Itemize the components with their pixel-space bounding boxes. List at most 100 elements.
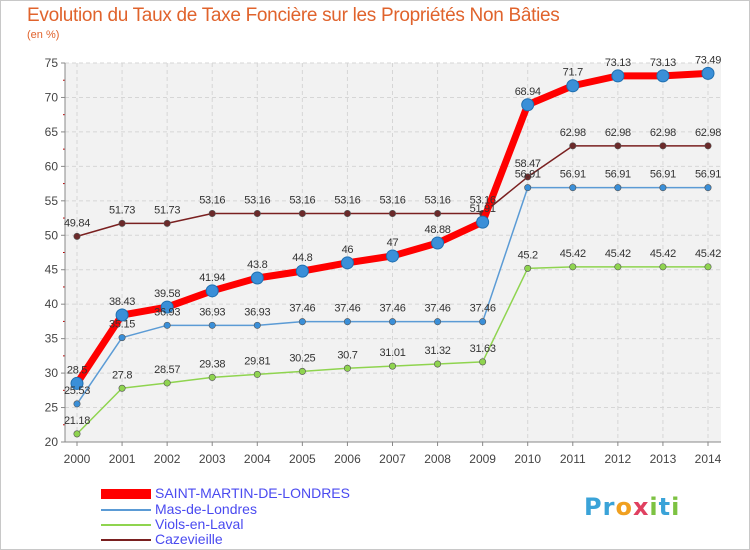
data-point [73, 430, 81, 438]
data-point [250, 271, 264, 285]
data-point [388, 362, 396, 370]
data-point [163, 321, 171, 329]
data-label: 29.38 [199, 358, 225, 370]
data-point [208, 209, 216, 217]
data-label: 44.8 [292, 252, 312, 264]
x-tick-label: 2014 [695, 452, 722, 466]
proxiti-logo: Proxiti [584, 493, 681, 521]
y-tick-label: 50 [45, 228, 59, 242]
y-tick-label: 60 [45, 159, 59, 173]
data-label: 62.98 [695, 127, 721, 139]
y-tick-label: 30 [45, 366, 59, 380]
data-point [343, 318, 351, 326]
x-tick-label: 2008 [424, 452, 451, 466]
legend-label: Viols-en-Laval [155, 516, 244, 532]
data-label: 31.63 [470, 343, 496, 355]
data-label: 21.18 [64, 415, 90, 427]
data-point [388, 318, 396, 326]
data-label: 53.16 [470, 194, 496, 206]
data-label: 38.43 [109, 296, 135, 308]
x-tick-label: 2006 [334, 452, 361, 466]
data-point [298, 318, 306, 326]
data-label: 53.16 [425, 194, 451, 206]
legend-item-mas-de-londres: Mas-de-Londres [101, 502, 257, 517]
data-label: 25.53 [64, 385, 90, 397]
data-label: 31.32 [425, 345, 451, 357]
data-label: 73.49 [695, 54, 721, 66]
data-label: 51.91 [470, 203, 496, 215]
legend-label: SAINT-MARTIN-DE-LONDRES [155, 485, 350, 501]
data-label: 49.84 [64, 217, 90, 229]
y-tick-label: 45 [45, 263, 59, 277]
data-point [569, 263, 577, 271]
data-point [431, 236, 445, 250]
data-point [73, 400, 81, 408]
y-tick-label: 40 [45, 297, 59, 311]
x-tick-label: 2007 [379, 452, 406, 466]
data-label: 45.42 [695, 248, 721, 260]
data-point [115, 308, 129, 322]
data-label: 43.8 [247, 259, 267, 271]
data-point [614, 142, 622, 150]
y-tick-label: 20 [45, 435, 59, 449]
data-point [656, 69, 670, 83]
chart-subtitle: (en %) [27, 29, 60, 41]
x-tick-label: 2005 [289, 452, 316, 466]
data-label: 53.16 [379, 194, 405, 206]
y-tick-label: 70 [45, 90, 59, 104]
data-point [701, 66, 715, 80]
data-label: 35.15 [109, 319, 135, 331]
data-label: 37.46 [425, 303, 451, 315]
legend-swatch-mas-de-londres [101, 508, 151, 511]
data-label: 48.88 [425, 224, 451, 236]
data-point [569, 142, 577, 150]
data-point [70, 376, 84, 390]
data-label: 51.73 [109, 204, 135, 216]
data-point [569, 184, 577, 192]
data-point [73, 232, 81, 240]
data-point [524, 184, 532, 192]
y-tick-label: 75 [45, 56, 59, 70]
data-label: 58.47 [515, 158, 541, 170]
data-point [659, 184, 667, 192]
data-label: 51.73 [154, 204, 180, 216]
data-label: 47 [387, 237, 399, 249]
x-tick-label: 2010 [514, 452, 541, 466]
data-point [479, 358, 487, 366]
data-point [434, 318, 442, 326]
data-label: 39.58 [154, 288, 180, 300]
data-point [253, 370, 261, 378]
data-label: 37.46 [289, 303, 315, 315]
data-label: 62.98 [560, 127, 586, 139]
data-point [704, 263, 712, 271]
data-label: 56.91 [515, 169, 541, 181]
data-point [205, 284, 219, 298]
y-tick-label: 55 [45, 194, 59, 208]
data-point [614, 184, 622, 192]
data-label: 62.98 [650, 127, 676, 139]
y-tick-label: 65 [45, 125, 59, 139]
data-label: 37.46 [470, 303, 496, 315]
data-point [208, 321, 216, 329]
data-point [566, 79, 580, 93]
data-point [434, 360, 442, 368]
data-label: 53.16 [334, 194, 360, 206]
data-point [343, 209, 351, 217]
data-point [118, 384, 126, 392]
legend-item-cazevieille: Cazevieille [101, 532, 223, 547]
data-point [659, 263, 667, 271]
legend-swatch-viols-en-laval [101, 523, 151, 526]
data-label: 45.42 [605, 248, 631, 260]
data-label: 37.46 [379, 303, 405, 315]
data-point [434, 209, 442, 217]
legend-swatch-cazevieille [101, 538, 151, 541]
data-label: 62.98 [605, 127, 631, 139]
x-tick-label: 2001 [109, 452, 136, 466]
data-point [298, 209, 306, 217]
data-label: 68.94 [515, 86, 541, 98]
y-tick-label: 35 [45, 332, 59, 346]
data-label: 73.13 [605, 57, 631, 69]
data-point [118, 334, 126, 342]
